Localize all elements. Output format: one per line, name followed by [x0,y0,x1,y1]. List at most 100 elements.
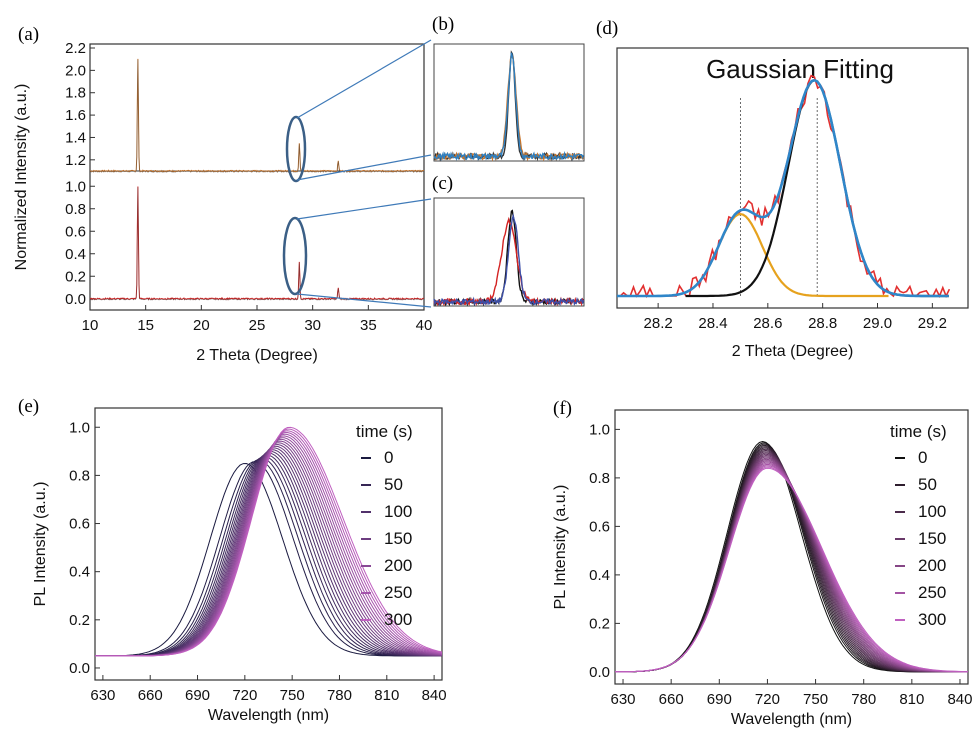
x-axis-label-d: 2 Theta (Degree) [732,343,854,360]
series-a-upper [89,58,425,173]
panel-label-b: (b) [432,14,454,35]
plot-frame-a [89,43,425,311]
x-tick-label-f: 690 [707,691,732,708]
x-axis-label-f: Wavelength (nm) [731,711,852,728]
legend-label-e: 100 [384,502,412,521]
y-tick-label-e: 1.0 [69,419,90,436]
y-tick-label-f: 0.4 [589,567,610,584]
x-tick-label-a: 40 [416,317,433,334]
x-tick-label-d: 29.0 [863,315,892,332]
x-tick-label-f: 720 [755,691,780,708]
x-tick-label-f: 780 [851,691,876,708]
zoom-connector-c-bottom [296,293,432,308]
legend-label-e: 300 [384,610,412,629]
x-tick-label-f: 810 [899,691,924,708]
plot-frame-f [614,409,969,685]
pl-curve-e-1 [95,461,442,657]
x-tick-label-a: 30 [304,317,321,334]
y-tick-label-a-lower: 0.0 [65,291,86,308]
y-axis-label-e: PL Intensity (a.u.) [32,482,49,607]
panel-label-e: (e) [18,396,39,417]
legend-label-e: 250 [384,583,412,602]
x-tick-label-e: 630 [90,687,115,704]
series-a-lower-ref [89,187,424,301]
y-tick-label-a-lower: 1.0 [65,178,86,195]
y-axis-label-f: PL Intensity (a.u.) [552,485,569,610]
x-tick-label-e: 780 [327,687,352,704]
pl-curve-f-0 [615,440,968,673]
pl-curve-f-1 [615,442,968,673]
inset-series-c-2 [433,213,585,307]
y-tick-label-f: 0.2 [589,615,610,632]
y-tick-label-e: 0.0 [69,660,90,677]
legend-title-e: time (s) [356,422,413,441]
plot-frame-e [94,407,443,681]
y-tick-label-f: 0.8 [589,470,610,487]
pl-curve-f-21 [615,467,968,673]
y-tick-label-a-upper: 1.8 [65,85,86,102]
inset-series-b-1 [433,53,585,162]
x-tick-label-d: 28.4 [698,315,727,332]
x-axis-label-e: Wavelength (nm) [208,707,329,724]
y-tick-label-e: 0.6 [69,516,90,533]
zoom-connector-b-bottom [296,154,432,181]
y-tick-label-a-lower: 0.2 [65,268,86,285]
panel-d: 28.2 28.4 28.6 28.8 29.0 29.2 Gaussian Fitting… [616,47,969,360]
x-tick-label-d: 28.6 [753,315,782,332]
inset-frame-b [433,43,585,162]
legend-label-e: 0 [384,448,393,467]
legend-label-f: 50 [918,475,937,494]
panel-e: 630 660 690 720 750 780 810 840 0.0 0.2 0.4 0.6 0.8 1… [32,407,447,724]
highlight-ellipse-upper [285,115,307,183]
legend-label-f: 150 [918,529,946,548]
y-tick-label-a-upper: 1.2 [65,152,86,169]
legend-label-e: 150 [384,529,412,548]
panel-label-a: (a) [18,24,39,45]
x-tick-label-e: 690 [185,687,210,704]
pl-curve-f-3 [615,444,968,673]
y-tick-label-e: 0.4 [69,564,90,581]
y-tick-label-a-upper: 2.2 [65,40,86,57]
x-tick-label-e: 840 [422,687,447,704]
legend-label-f: 300 [918,610,946,629]
chart-title-d: Gaussian Fitting [706,54,894,84]
panel-label-c: (c) [432,173,453,194]
legend-label-e: 200 [384,556,412,575]
x-tick-label-f: 660 [659,691,684,708]
fit-line-d [617,78,949,298]
x-tick-label-e: 660 [138,687,163,704]
zoom-connector-c-top [296,198,432,220]
x-tick-label-a: 10 [82,317,99,334]
y-tick-label-a-lower: 0.4 [65,246,86,263]
legend-label-e: 50 [384,475,403,494]
y-tick-label-a-lower: 0.6 [65,223,86,240]
x-tick-label-f: 750 [803,691,828,708]
inset-frame-c [433,197,585,307]
panel-b [433,43,585,162]
legend-label-f: 200 [918,556,946,575]
y-axis-label-a: Normalized Intensity (a.u.) [13,84,30,271]
y-tick-label-f: 0.6 [589,518,610,535]
pl-curve-f-4 [615,446,968,673]
x-tick-label-a: 20 [193,317,210,334]
pl-curve-f-7 [615,449,968,673]
inset-series-b-0 [433,50,584,162]
panel-f: 630 660 690 720 750 780 810 840 0.0 0.2 0.4 0.6 0.8 1… [552,409,972,728]
highlight-ellipse-lower [282,216,308,296]
x-tick-label-e: 750 [280,687,305,704]
panel-label-f: (f) [553,398,572,419]
legend-title-f: time (s) [890,422,947,441]
x-tick-label-f: 630 [611,691,636,708]
y-tick-label-f: 1.0 [589,421,610,438]
x-tick-label-d: 28.8 [808,315,837,332]
legend-label-f: 0 [918,448,927,467]
panel-label-d: (d) [596,18,618,39]
y-tick-label-e: 0.8 [69,467,90,484]
x-tick-label-e: 720 [232,687,257,704]
y-tick-label-a-upper: 2.0 [65,62,86,79]
y-tick-label-e: 0.2 [69,612,90,629]
x-tick-label-a: 15 [137,317,154,334]
y-tick-label-a-upper: 1.6 [65,107,86,124]
inset-series-b-2 [433,52,585,162]
